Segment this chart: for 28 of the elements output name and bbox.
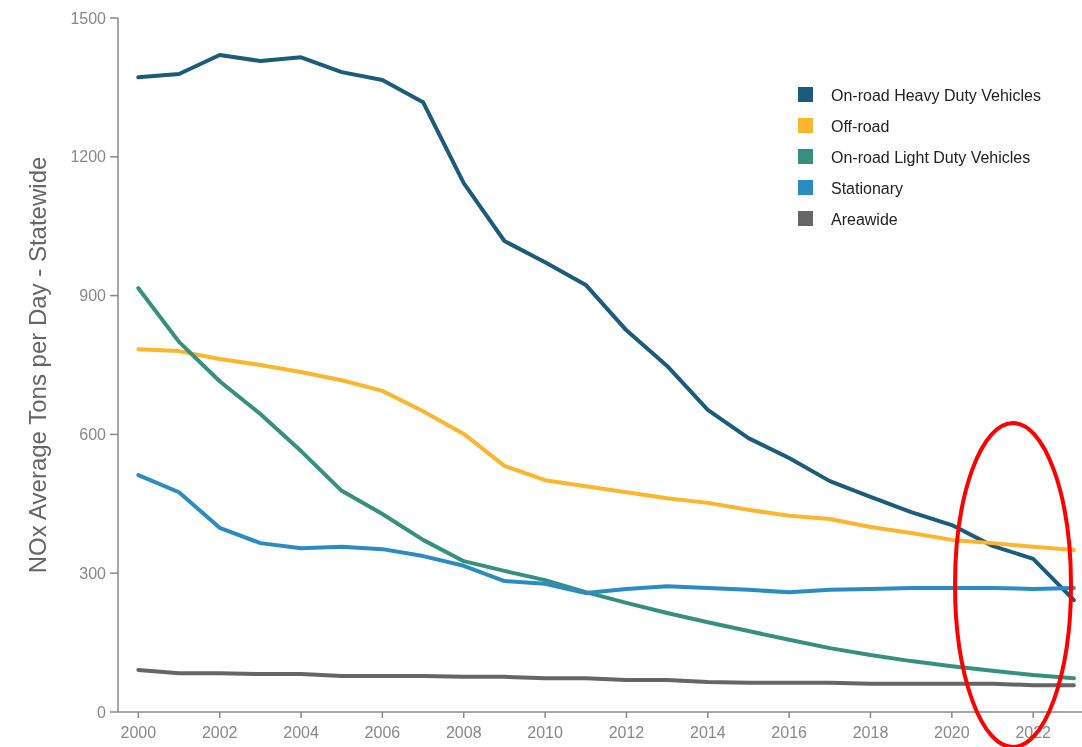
line-series (136, 53, 1076, 603)
y-tick-label: 900 (79, 287, 107, 305)
x-tick-label: 2000 (120, 724, 157, 741)
line-series (136, 667, 1076, 688)
legend-label: Areawide (831, 210, 898, 228)
y-tick-label: 300 (79, 564, 107, 582)
y-tick-label: 0 (97, 703, 107, 721)
y-tick-label: 1200 (70, 148, 107, 166)
y-tick-label: 1500 (70, 9, 107, 27)
x-tick-label: 2010 (527, 724, 563, 741)
x-tick-label: 2020 (934, 724, 970, 741)
x-tick-label: 2004 (283, 724, 319, 741)
x-tick-label: 2018 (852, 724, 889, 741)
x-tick-label: 2014 (689, 724, 726, 741)
x-tick-label: 2002 (201, 724, 238, 741)
legend-label: Off-road (831, 117, 890, 135)
x-tick-label: 2008 (445, 724, 482, 741)
line-series (136, 347, 1076, 553)
y-axis-title: NOx Average Tons per Day - Statewide (24, 156, 51, 574)
y-tick-label: 600 (79, 426, 107, 443)
legend-label: On-road Light Duty Vehicles (831, 148, 1031, 166)
line-series (136, 473, 1076, 596)
legend-label: Stationary (831, 179, 904, 197)
x-tick-label: 2012 (608, 724, 645, 741)
line-series (136, 286, 1076, 681)
legend-label: On-road Heavy Duty Vehicles (831, 86, 1041, 104)
x-tick-label: 2006 (364, 724, 401, 741)
x-tick-label: 2016 (771, 724, 808, 741)
